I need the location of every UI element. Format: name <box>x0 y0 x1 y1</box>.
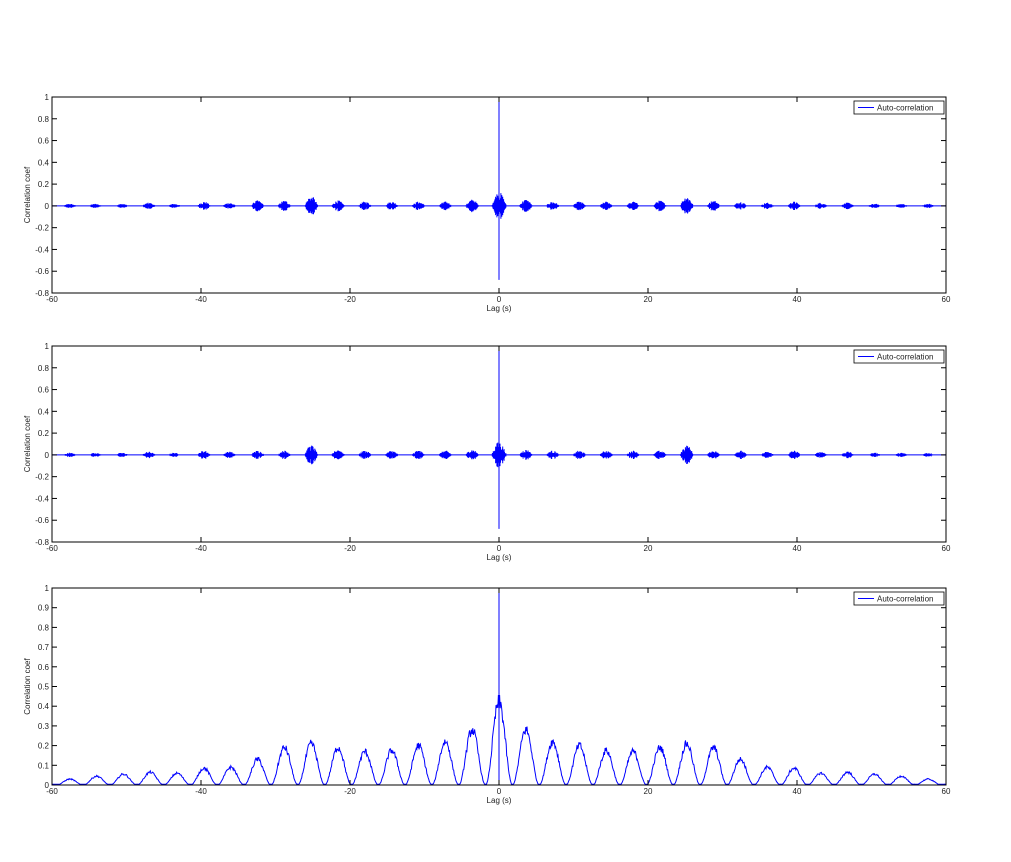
x-tick-label: 40 <box>793 787 802 796</box>
y-tick-label: -0.2 <box>35 473 49 482</box>
x-tick-label: 60 <box>942 787 951 796</box>
y-tick-label: 0.8 <box>38 115 50 124</box>
y-tick-label: 0 <box>45 451 50 460</box>
y-tick-label: 0 <box>45 781 50 790</box>
y-tick-label: 0.4 <box>38 702 50 711</box>
y-axis-label: Correlation coef <box>23 415 32 472</box>
y-tick-label: -0.4 <box>35 245 49 254</box>
y-tick-label: -0.8 <box>35 289 49 298</box>
y-tick-label: -0.6 <box>35 516 49 525</box>
x-tick-label: 40 <box>793 544 802 553</box>
y-tick-label: -0.2 <box>35 224 49 233</box>
y-tick-label: 1 <box>45 584 50 593</box>
x-tick-label: 0 <box>497 787 502 796</box>
legend: Auto-correlation <box>853 100 945 115</box>
x-tick-label: -20 <box>344 544 356 553</box>
x-tick-label: 0 <box>497 295 502 304</box>
y-tick-label: -0.4 <box>35 494 49 503</box>
y-axis-label: Correlation coef <box>23 166 32 223</box>
legend: Auto-correlation <box>853 349 945 364</box>
legend-box <box>853 349 945 364</box>
y-tick-label: -0.8 <box>35 538 49 547</box>
y-tick-label: 1 <box>45 342 50 351</box>
x-tick-label: 20 <box>644 544 653 553</box>
y-tick-label: 0.6 <box>38 663 50 672</box>
x-tick-label: -40 <box>195 544 207 553</box>
legend: Auto-correlation <box>853 591 945 606</box>
y-tick-label: 0.6 <box>38 137 50 146</box>
y-tick-label: 0.3 <box>38 722 50 731</box>
legend-entry: Auto-correlation <box>877 595 933 604</box>
series-line-autocorrelation <box>52 588 947 785</box>
y-tick-label: 0.6 <box>38 386 50 395</box>
x-tick-label: 20 <box>644 295 653 304</box>
y-tick-label: 0.8 <box>38 623 50 632</box>
x-tick-label: 60 <box>942 295 951 304</box>
y-tick-label: 0.2 <box>38 742 50 751</box>
y-tick-label: 0.5 <box>38 683 50 692</box>
y-axis-label: Correlation coef <box>23 657 32 714</box>
x-tick-label: 40 <box>793 295 802 304</box>
x-tick-label: -60 <box>46 787 58 796</box>
x-tick-label: -60 <box>46 295 58 304</box>
y-tick-label: 0 <box>45 202 50 211</box>
x-tick-label: -60 <box>46 544 58 553</box>
x-axis-label: Lag (s) <box>487 304 512 313</box>
legend-box <box>853 591 945 606</box>
x-axis-label: Lag (s) <box>487 553 512 562</box>
x-tick-label: 60 <box>942 544 951 553</box>
y-tick-label: -0.6 <box>35 267 49 276</box>
chart-panel-1: -60 -40 -20 0 20 40 60 -0.8 -0.6 -0.4 -0.2 0 0.2 0.4 0… <box>23 93 951 313</box>
series-line-autocorrelation <box>52 97 946 280</box>
y-tick-label: 0.9 <box>38 604 50 613</box>
legend-entry: Auto-correlation <box>877 353 933 362</box>
y-tick-label: 0.4 <box>38 407 50 416</box>
x-tick-label: -40 <box>195 787 207 796</box>
y-tick-label: 1 <box>45 93 50 102</box>
y-tick-label: 0.8 <box>38 364 50 373</box>
x-tick-label: -20 <box>344 295 356 304</box>
x-axis-label: Lag (s) <box>487 796 512 805</box>
chart-panel-2: -60 -40 -20 0 20 40 60 -0.8 -0.6 -0.4 -0.2 0 0.2 0.4 0… <box>23 342 951 562</box>
x-tick-label: 0 <box>497 544 502 553</box>
legend-box <box>853 100 945 115</box>
x-tick-label: 20 <box>644 787 653 796</box>
series-line-autocorrelation <box>52 346 946 529</box>
y-tick-label: 0.4 <box>38 158 50 167</box>
y-tick-label: 0.7 <box>38 643 50 652</box>
y-tick-label: 0.2 <box>38 429 50 438</box>
y-tick-label: 0.2 <box>38 180 50 189</box>
legend-entry: Auto-correlation <box>877 104 933 113</box>
x-tick-label: -20 <box>344 787 356 796</box>
x-tick-label: -40 <box>195 295 207 304</box>
chart-panel-3: -60 -40 -20 0 20 40 60 0 0.1 0.2 0.3 0.4 0.5 0.6 0.7 0.… <box>23 584 951 805</box>
y-tick-label: 0.1 <box>38 761 50 770</box>
